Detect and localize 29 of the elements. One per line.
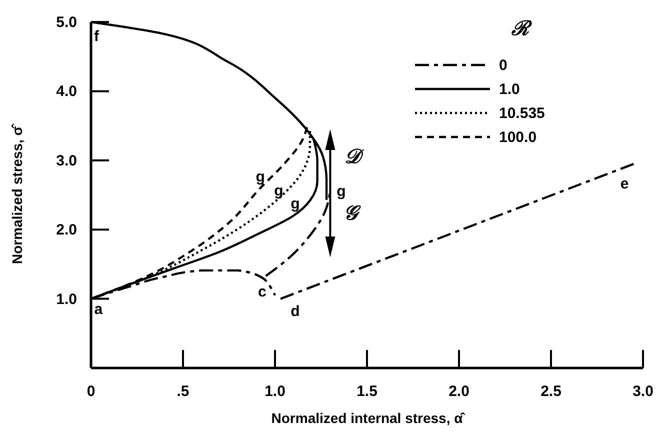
annotation: g [256, 168, 265, 186]
annotation: g [290, 196, 300, 213]
x-tick-label: 1.5 [356, 383, 378, 400]
x-axis-title: Normalized internal stress, α̂ [271, 410, 466, 426]
y-tick-label: 3.0 [56, 152, 77, 170]
x-tick-label: 1.0 [264, 383, 286, 400]
legend-title: ℛ [512, 16, 532, 40]
annotation: a [94, 300, 104, 318]
x-tick-label: 2.5 [540, 383, 562, 400]
legend-label: 1.0 [499, 81, 520, 98]
annotation: 𝒢 [343, 200, 362, 225]
legend-label: 10.535 [499, 105, 545, 122]
annotation: f [94, 28, 100, 46]
annotation: 𝒟 [344, 144, 364, 168]
y-tick-label: 5.0 [56, 14, 77, 31]
y-axis-title: Normalized stress, σ̂ [9, 123, 25, 264]
annotation: g [336, 183, 346, 200]
legend-label: 100.0 [499, 129, 537, 146]
y-tick-label: 4.0 [56, 83, 77, 100]
y-tick-label: 2.0 [56, 222, 77, 239]
y-tick-label: 1.0 [56, 290, 77, 308]
annotation: c [258, 284, 266, 301]
x-tick-label: 3.0 [632, 383, 654, 400]
annotation: d [290, 302, 300, 320]
x-tick-label: .5 [176, 383, 190, 400]
legend-label: 0 [499, 57, 508, 74]
annotation: e [620, 176, 629, 193]
x-tick-label: 2.0 [448, 383, 470, 400]
x-tick-label: 0 [86, 383, 96, 400]
